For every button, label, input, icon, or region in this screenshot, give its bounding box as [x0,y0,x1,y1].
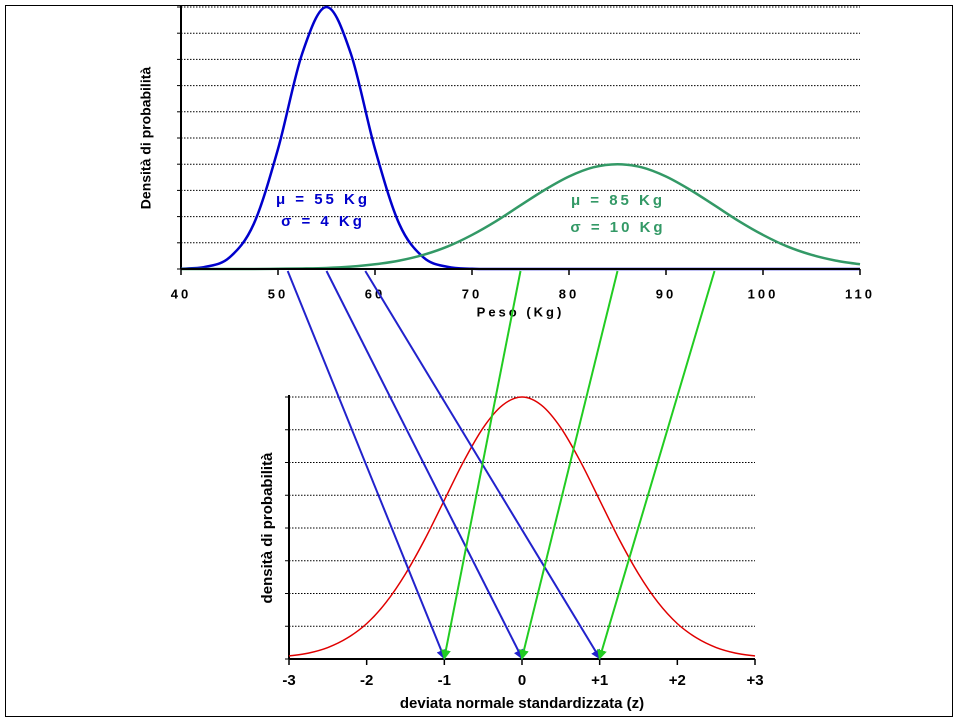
arrow [286,270,446,660]
x-tick-label: +3 [746,672,763,689]
annotation: σ = 10 Kg [570,219,665,236]
annotation: μ = 55 Kg [276,191,370,208]
arrow [325,270,523,660]
x-tick-label: 110 [845,286,875,301]
x-tick-label: -1 [438,672,451,689]
arrow [519,270,619,660]
arrow [597,270,716,660]
x-tick-label: 80 [559,286,579,301]
x-tick-label: 40 [171,286,191,301]
y-axis-label: Densità di probabilità [138,67,154,210]
frame [5,5,953,717]
x-tick-label: +1 [591,672,608,689]
x-tick-label: 0 [518,672,526,689]
x-tick-label: -2 [360,672,373,689]
curve [288,396,756,657]
x-axis-label: Peso (Kg) [477,304,565,319]
annotation: σ = 4 Kg [281,213,365,230]
x-tick-label: 100 [748,286,779,301]
arrow [440,270,522,660]
x-tick-label: -3 [282,672,295,689]
annotation: μ = 85 Kg [571,192,665,209]
x-tick-label: 50 [268,286,288,301]
x-tick-label: +2 [669,672,686,689]
x-tick-label: 90 [656,286,676,301]
y-axis-label: densità di probabilità [259,452,276,604]
x-axis-label: deviata normale standardizzata (z) [400,695,644,712]
x-tick-label: 70 [462,286,482,301]
